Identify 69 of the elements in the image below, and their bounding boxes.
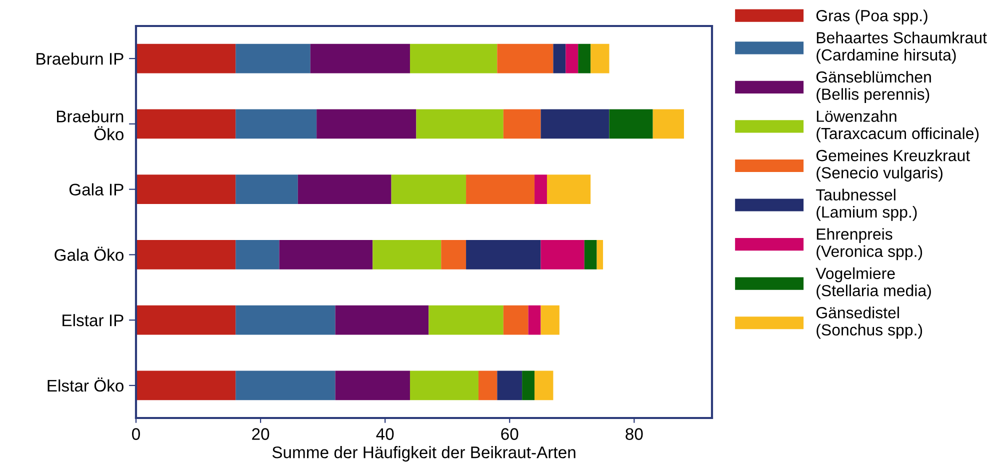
bar bbox=[553, 44, 566, 74]
bar bbox=[136, 370, 236, 400]
x-tick-label: 0 bbox=[132, 428, 140, 440]
legend-label: Gras (Poa spp.) bbox=[816, 10, 928, 24]
bar bbox=[540, 109, 610, 139]
legend-label: Taubnessel (Lamium spp.) bbox=[816, 188, 917, 221]
legend-label: Ehrenpreis (Veronica spp.) bbox=[816, 228, 922, 260]
bar bbox=[466, 240, 541, 270]
legend-label: Behaartes Schaumkraut (Cardamine hirsuta) bbox=[816, 32, 987, 64]
bar bbox=[136, 240, 236, 270]
bar bbox=[316, 109, 416, 139]
bar bbox=[609, 109, 653, 139]
bar bbox=[236, 109, 317, 139]
legend-label: Gemeines Kreuzkraut (Senecio vulgaris) bbox=[816, 150, 970, 182]
bar bbox=[540, 240, 584, 270]
bar bbox=[372, 240, 442, 270]
legend-label: Gänseblümchen (Bellis perennis) bbox=[816, 70, 931, 104]
bar bbox=[428, 305, 504, 335]
bar bbox=[335, 305, 429, 335]
y-tick-label: Braeburn Öko bbox=[57, 110, 124, 140]
bar bbox=[441, 240, 466, 270]
bar bbox=[236, 305, 336, 335]
bar bbox=[236, 44, 310, 74]
bar bbox=[534, 370, 554, 400]
bar bbox=[497, 44, 554, 74]
legend-label: Vogelmiere (Stellaria media) bbox=[816, 267, 931, 300]
bar bbox=[136, 44, 236, 74]
x-tick-label: 20 bbox=[252, 428, 270, 440]
bar bbox=[540, 305, 560, 335]
bar bbox=[236, 370, 336, 400]
bar bbox=[584, 240, 597, 270]
bar bbox=[416, 109, 504, 139]
bar bbox=[298, 174, 392, 204]
bar bbox=[478, 370, 498, 400]
bar bbox=[578, 44, 591, 74]
bar bbox=[546, 174, 591, 204]
y-tick-label: Braeburn IP bbox=[36, 52, 124, 65]
x-tick-label: 40 bbox=[376, 428, 394, 440]
bar bbox=[497, 370, 522, 400]
bar bbox=[652, 109, 684, 139]
bar bbox=[466, 174, 535, 204]
bar bbox=[410, 370, 478, 400]
legend-label: Löwenzahn (Taraxcacum officinale) bbox=[816, 110, 979, 142]
bar bbox=[590, 44, 610, 74]
x-axis-title: Summe der Häufigkeit der Beikraut-Arten bbox=[272, 446, 576, 462]
y-tick-label: Elstar IP bbox=[62, 314, 124, 326]
bar bbox=[391, 174, 466, 204]
bar bbox=[528, 305, 541, 335]
bar bbox=[236, 240, 280, 270]
y-tick-label: Gala Öko bbox=[54, 246, 124, 261]
bar bbox=[136, 174, 236, 204]
bar bbox=[279, 240, 373, 270]
bar bbox=[566, 44, 578, 74]
bar bbox=[310, 44, 410, 74]
y-tick-label: Elstar Öko bbox=[48, 378, 124, 392]
bar bbox=[534, 174, 547, 204]
bar bbox=[410, 44, 498, 74]
bar bbox=[596, 240, 604, 270]
x-tick-label: 80 bbox=[626, 428, 643, 440]
bar bbox=[136, 305, 236, 335]
x-tick-label: 60 bbox=[501, 428, 518, 440]
bar bbox=[136, 109, 236, 139]
bar bbox=[335, 370, 410, 400]
bar bbox=[522, 370, 535, 400]
bar bbox=[503, 109, 541, 139]
bar bbox=[236, 174, 298, 204]
bar bbox=[503, 305, 528, 335]
legend-label: Gänsedistel (Sonchus spp.) bbox=[816, 306, 922, 339]
y-tick-label: Gala IP bbox=[69, 183, 124, 196]
